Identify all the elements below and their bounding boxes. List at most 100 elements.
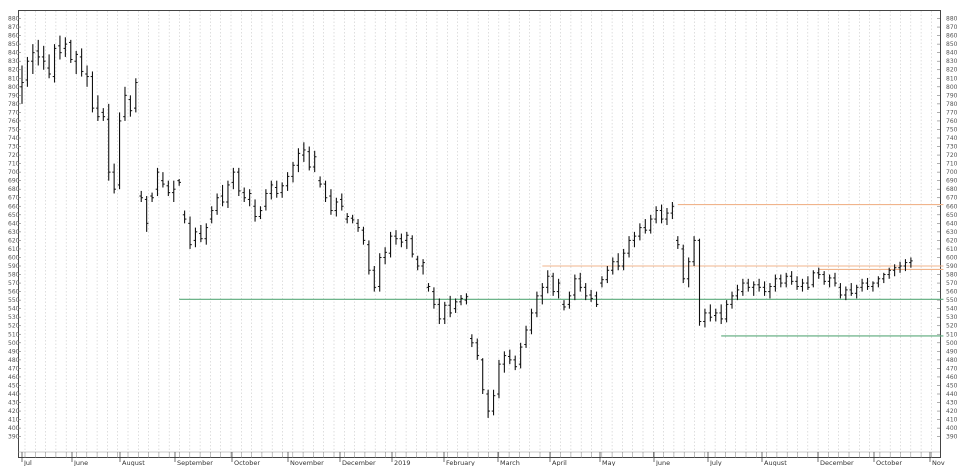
ohlc-bar — [361, 226, 366, 245]
y-tick-label-right: 560 — [946, 289, 958, 296]
ohlc-bar — [610, 257, 615, 275]
y-tick-label-left: 560 — [8, 289, 20, 296]
ohlc-bar — [453, 298, 458, 313]
plot-frame — [18, 10, 941, 458]
support-resistance-lines — [179, 204, 944, 337]
y-tick-label-left: 480 — [8, 357, 20, 364]
ohlc-bar — [161, 172, 165, 188]
ohlc-bar — [497, 359, 501, 399]
ohlc-bar — [350, 214, 355, 224]
ohlc-bar — [177, 178, 181, 186]
y-tick-label-right: 480 — [946, 357, 958, 364]
ohlc-bar — [513, 355, 518, 371]
ohlc-bar — [220, 184, 225, 207]
ohlc-bar — [545, 270, 550, 294]
ohlc-bar — [171, 180, 176, 202]
ohlc-bar — [838, 283, 843, 299]
ohlc-bar — [296, 148, 301, 173]
y-tick-label-left: 690 — [8, 178, 20, 185]
y-tick-label-left: 860 — [8, 33, 20, 40]
y-tick-label-right: 740 — [946, 135, 958, 142]
ohlc-bar — [242, 187, 247, 202]
ohlc-bar — [822, 271, 826, 285]
y-tick-label-left: 820 — [8, 67, 20, 74]
ohlc-bar — [860, 278, 864, 292]
ohlc-bar — [556, 278, 561, 299]
month-label: October — [234, 459, 260, 466]
ohlc-bar — [253, 199, 257, 222]
ohlc-bar — [193, 227, 198, 248]
y-tick-label-right: 540 — [946, 306, 958, 313]
month-label: May — [602, 459, 616, 466]
y-tick-label-left: 550 — [8, 297, 20, 304]
time-axis: Jul June August September October November Dec… — [18, 451, 945, 466]
y-tick-label-left: 470 — [8, 365, 20, 372]
ohlc-bar — [117, 112, 122, 190]
ohlc-bar — [768, 283, 772, 299]
ohlc-bar — [426, 283, 431, 292]
ohlc-bar — [643, 219, 648, 234]
ohlc-bar — [356, 219, 360, 232]
ohlc-bar — [215, 193, 219, 215]
ohlc-bar — [36, 39, 41, 66]
left-price-axis: 3904004104204304404504604704804905005105… — [8, 16, 21, 441]
y-tick-label-left: 510 — [8, 331, 20, 338]
ohlc-bar — [345, 213, 349, 224]
ohlc-bar — [713, 308, 718, 322]
ohlc-bar — [112, 163, 116, 194]
ohlc-bar — [437, 298, 442, 325]
ohlc-bar — [144, 196, 149, 232]
ohlc-bar — [182, 210, 187, 224]
ohlc-bar — [199, 225, 203, 243]
y-tick-label-right: 580 — [946, 272, 958, 279]
ohlc-bar — [605, 266, 610, 284]
ohlc-bar — [681, 244, 686, 284]
ohlc-bar — [692, 236, 696, 266]
ohlc-bar — [540, 283, 545, 305]
ohlc-bar — [442, 301, 447, 325]
ohlc-bar — [58, 35, 62, 60]
y-tick-label-right: 770 — [946, 109, 958, 116]
y-tick-label-left: 790 — [8, 92, 20, 99]
ohlc-bar — [291, 161, 295, 183]
ohlc-bar — [459, 295, 463, 306]
ohlc-bar — [68, 39, 73, 63]
ohlc-bar — [697, 238, 702, 326]
ohlc-bar — [876, 276, 881, 288]
ohlc-bar — [470, 334, 474, 348]
y-tick-label-left: 520 — [8, 323, 20, 330]
ohlc-bar — [594, 291, 599, 307]
ohlc-bar — [399, 233, 404, 248]
y-tick-label-right: 640 — [946, 220, 958, 227]
y-tick-label-left: 670 — [8, 195, 20, 202]
month-label: 2019 — [394, 459, 411, 466]
y-tick-label-right: 870 — [946, 24, 958, 31]
y-tick-label-left: 430 — [8, 400, 20, 407]
ohlc-bar — [52, 44, 57, 83]
month-label: December — [342, 459, 376, 466]
ohlc-bar — [502, 351, 507, 373]
ohlc-bar — [388, 231, 393, 258]
ohlc-bar — [648, 214, 653, 234]
ohlc-bar — [686, 257, 691, 288]
ohlc-bar — [74, 50, 78, 74]
ohlc-bar — [621, 248, 626, 271]
y-tick-label-right: 630 — [946, 229, 958, 236]
ohlc-bar — [881, 272, 886, 284]
ohlc-bar — [795, 276, 799, 290]
ohlc-bar — [394, 230, 398, 245]
ohlc-bar — [377, 253, 382, 292]
ohlc-bar — [665, 207, 669, 226]
ohlc-bar — [41, 45, 46, 70]
y-tick-label-right: 850 — [946, 41, 958, 48]
ohlc-bar — [659, 204, 664, 224]
ohlc-bar — [415, 255, 420, 271]
ohlc-bar — [90, 71, 95, 113]
ohlc-bar — [811, 270, 816, 288]
y-tick-label-left: 500 — [8, 340, 20, 347]
y-tick-label-right: 680 — [946, 186, 958, 193]
y-tick-label-right: 730 — [946, 144, 958, 151]
month-label: August — [122, 459, 145, 466]
y-tick-label-left: 400 — [8, 425, 20, 432]
